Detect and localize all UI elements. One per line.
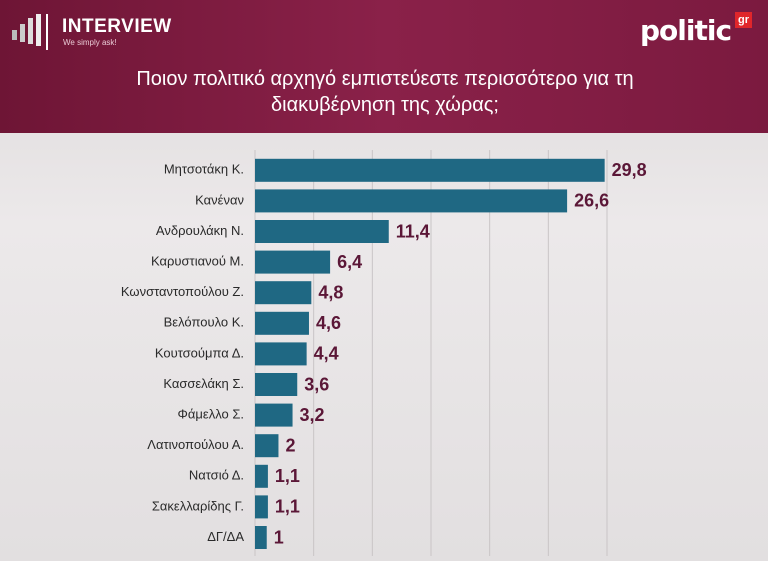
- category-label: Φάμελλο Σ.: [178, 407, 244, 422]
- value-label: 3,2: [300, 405, 325, 425]
- brand: INTERVIEW: [62, 16, 172, 37]
- bar: [255, 158, 605, 182]
- category-label: Κασσελάκη Σ.: [163, 376, 244, 391]
- category-label: Κωνσταντοπούλου Ζ.: [121, 284, 244, 299]
- value-label: 6,4: [337, 252, 362, 272]
- value-label: 26,6: [574, 191, 609, 211]
- logo-icon: [12, 14, 48, 50]
- value-label: 1,1: [275, 497, 300, 517]
- value-label: 3,6: [304, 374, 329, 394]
- value-label: 11,4: [396, 221, 430, 241]
- value-label: 4,4: [314, 344, 339, 364]
- category-label: Μητσοτάκη Κ.: [164, 162, 244, 177]
- category-label: Λατινοπούλου Α.: [147, 437, 244, 452]
- bar: [255, 342, 307, 366]
- bar: [255, 434, 279, 458]
- bar: [255, 495, 268, 519]
- slogan: We simply ask!: [63, 38, 117, 47]
- category-label: Ανδρουλάκη Ν.: [156, 223, 244, 238]
- chart-title: Ποιον πολιτικό αρχηγό εμπιστεύεστε περισ…: [136, 68, 634, 116]
- header: INTERVIEW We simply ask! politic gr Ποιο…: [0, 0, 768, 133]
- bar: [255, 189, 568, 213]
- category-label: Σακελλαρίδης Γ.: [152, 498, 244, 513]
- category-label: Νατσιό Δ.: [189, 468, 244, 483]
- category-label: Βελόπουλο Κ.: [164, 315, 244, 330]
- category-label: Καρυστιανού Μ.: [151, 254, 244, 269]
- bar: [255, 526, 267, 549]
- bar: [255, 281, 312, 305]
- category-label: Κανέναν: [195, 192, 244, 207]
- logo-suffix: gr: [735, 12, 752, 28]
- value-label: 1,1: [275, 466, 300, 486]
- value-label: 1: [274, 527, 284, 547]
- bar: [255, 311, 309, 335]
- bar: [255, 250, 331, 274]
- category-label: Κουτσούμπα Δ.: [155, 345, 244, 360]
- bar: [255, 464, 268, 488]
- category-label: ΔΓ/ΔΑ: [207, 529, 244, 544]
- bar: [255, 403, 293, 427]
- value-label: 29,8: [612, 160, 647, 180]
- bar: [255, 373, 298, 396]
- bar: [255, 220, 389, 243]
- value-label: 4,6: [316, 313, 341, 333]
- value-label: 2: [285, 435, 295, 455]
- logo: politic: [640, 14, 732, 47]
- value-label: 4,8: [318, 282, 343, 302]
